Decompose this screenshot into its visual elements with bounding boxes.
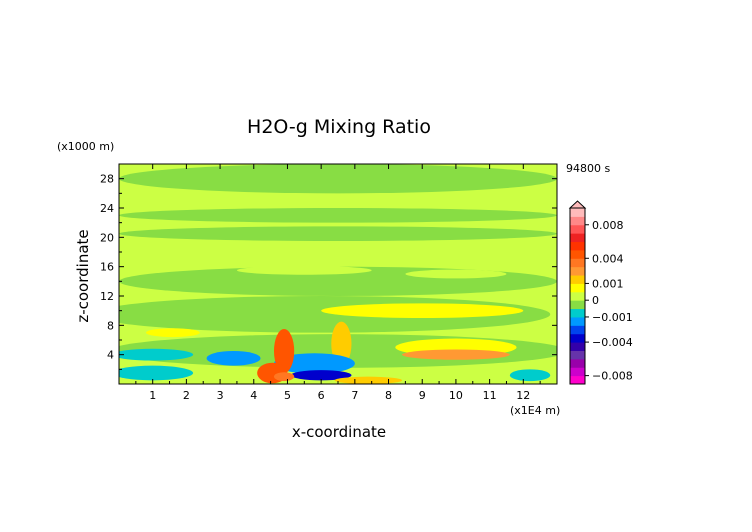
colorbar-tick-label: 0.004	[592, 252, 624, 265]
x-tick-label: 9	[419, 389, 426, 402]
field-contour-region	[273, 353, 355, 374]
field-contour-region	[273, 372, 295, 382]
colorbar-band	[570, 216, 585, 226]
field-contour-region	[145, 328, 200, 338]
colorbar-band	[570, 316, 585, 326]
y-tick-label: 12	[100, 290, 114, 303]
colorbar-tick-label: 0	[592, 294, 599, 307]
y-axis-label: z-coordinate	[74, 229, 92, 322]
x-tick-label: 12	[516, 389, 530, 402]
colorbar-band	[570, 233, 585, 243]
x-axis-unit: (x1E4 m)	[510, 404, 560, 417]
field-contour-region	[176, 241, 298, 249]
x-tick-label: 3	[217, 389, 224, 402]
colorbar-band	[570, 325, 585, 335]
y-tick-label: 4	[107, 349, 114, 362]
y-tick-label: 20	[100, 231, 114, 244]
colorbar-band	[570, 266, 585, 276]
colorbar-band	[570, 291, 585, 301]
field-contour-region	[119, 348, 194, 361]
colorbar-band	[570, 249, 585, 259]
x-tick-label: 10	[449, 389, 463, 402]
colorbar: 0.008 0.004 0.001 0 −0.001 −0.004 −0.008	[568, 200, 633, 385]
colorbar-band	[570, 375, 585, 385]
colorbar-band	[570, 275, 585, 284]
colorbar-band	[570, 350, 585, 360]
colorbar-band	[570, 258, 585, 268]
y-tick-label: 24	[100, 202, 114, 215]
colorbar-tick-label: 0.001	[592, 277, 624, 290]
x-tick-label: 11	[483, 389, 497, 402]
colorbar-band	[570, 208, 585, 217]
field-contour-region	[206, 351, 261, 366]
field-contour-region	[290, 370, 352, 381]
field-contour-region	[119, 164, 557, 194]
field-contour-region	[119, 226, 557, 242]
colorbar-band	[570, 333, 585, 343]
field-contour-region	[405, 269, 507, 279]
x-tick-label: 2	[183, 389, 190, 402]
colorbar-tick-label: −0.008	[592, 370, 633, 383]
colorbar-band	[570, 224, 585, 234]
x-tick-label: 4	[250, 389, 257, 402]
colorbar-band	[570, 283, 585, 293]
colorbar-band	[570, 300, 585, 310]
colorbar-band	[570, 241, 585, 251]
field-contour-region	[334, 376, 403, 384]
field-contour-region	[273, 329, 295, 373]
y-tick-label: 28	[100, 173, 114, 186]
colorbar-cap	[568, 200, 587, 209]
colorbar-frame	[569, 207, 586, 385]
colorbar-band	[570, 367, 585, 377]
x-tick-label: 5	[284, 389, 291, 402]
chart-title: H2O-g Mixing Ratio	[247, 116, 431, 138]
x-axis-label: x-coordinate	[292, 423, 386, 441]
colorbar-band	[570, 308, 585, 318]
field-contour-region	[509, 369, 551, 382]
field-contour-region	[354, 241, 490, 249]
field-contour-region	[321, 303, 524, 318]
x-tick-label: 8	[385, 389, 392, 402]
colorbar-tick-label: −0.001	[592, 311, 633, 324]
colorbar-tick-label: −0.004	[592, 336, 633, 349]
y-axis-unit: (x1000 m)	[57, 140, 114, 153]
field-contour-region	[402, 349, 510, 360]
colorbar-band	[570, 342, 585, 351]
x-tick-label: 1	[149, 389, 156, 402]
colorbar-tick-label: 0.008	[592, 219, 624, 232]
x-tick-label: 6	[318, 389, 325, 402]
field-contour-region	[119, 365, 194, 381]
y-tick-label: 8	[107, 319, 114, 332]
field-contour-region	[331, 321, 352, 366]
time-label: 94800 s	[566, 162, 610, 175]
field-contour-region	[119, 208, 557, 223]
x-tick-label: 7	[351, 389, 358, 402]
colorbar-band	[570, 358, 585, 368]
plot-area	[119, 164, 557, 384]
field-contour-region	[236, 265, 372, 275]
y-tick-label: 16	[100, 261, 114, 274]
